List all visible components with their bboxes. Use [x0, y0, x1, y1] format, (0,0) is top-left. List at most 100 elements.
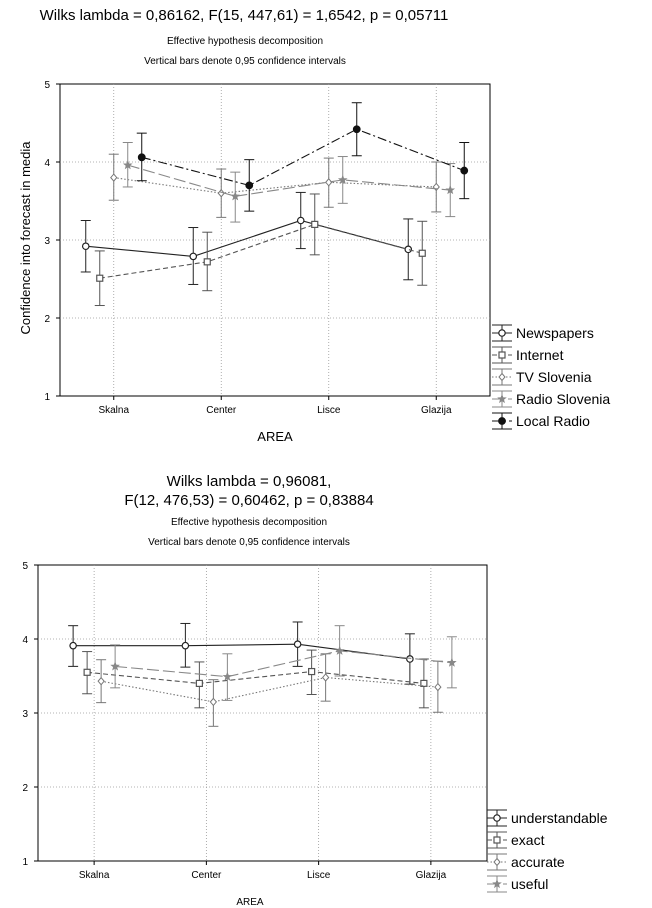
- chart1-data-point: [445, 185, 456, 195]
- chart1-legend-marker: [498, 351, 506, 359]
- chart1-plot-frame: [59, 83, 491, 397]
- chart1-titles: Wilks lambda = 0,86162, F(15, 447,61) = …: [40, 7, 449, 67]
- chart1-series-internet: [94, 193, 428, 307]
- chart1-data-point: [203, 258, 211, 266]
- chart1-y-tick-label: 3: [44, 236, 50, 247]
- chart1-data-point: [230, 191, 241, 201]
- chart1-data-point: [96, 274, 104, 282]
- chart1-data-point: [460, 166, 469, 175]
- chart2-data-point: [308, 667, 316, 676]
- chart2-y-tick-label: 5: [22, 561, 28, 572]
- chart2-legend-marker: [492, 878, 502, 889]
- chart2-xlabel: AREA: [236, 897, 264, 908]
- chart2-plot: Skalna Center Lisce Glazija 1 2 3 4 5 understanda…: [22, 561, 608, 893]
- chart2-legend-label: accurate: [511, 854, 565, 870]
- chart1-y-tick-label: 2: [44, 314, 50, 325]
- chart1-legend-marker: [498, 417, 506, 425]
- chart2-y-tick-label: 4: [22, 635, 28, 646]
- chart2-data-point: [97, 676, 105, 686]
- chart1-series-radio-slovenia: [122, 142, 456, 223]
- chart2-y-tick-label: 1: [22, 857, 28, 868]
- chart2-series-understandable: [68, 621, 415, 685]
- chart1-plot: Skalna Center Lisce Glazija 1 2 3 4 5 Newspapers I…: [44, 80, 610, 430]
- chart1-series-newspapers: [80, 191, 414, 285]
- chart2-x-tick-label: Lisce: [307, 870, 331, 881]
- chart1-y-tick-label: 4: [44, 158, 50, 169]
- chart1-series-line: [113, 177, 437, 194]
- chart1-legend-marker: [498, 372, 506, 382]
- chart2-data-point: [209, 697, 218, 707]
- chart1-subtitle-2: Vertical bars denote 0,95 confidence int…: [144, 56, 346, 67]
- chart2-legend: understandable exact accurate useful: [487, 809, 608, 893]
- chart2-series-line: [101, 676, 438, 703]
- chart1-data-point: [122, 160, 133, 170]
- chart2-legend-marker: [493, 857, 501, 867]
- chart1-data-point: [418, 249, 426, 257]
- chart2-data-point: [181, 641, 190, 650]
- chart1-legend-marker: [497, 393, 507, 404]
- chart1-x-tick-label: Lisce: [317, 405, 341, 416]
- chart1-data-point: [311, 220, 319, 228]
- chart1-x-tick-label: Glazija: [421, 405, 452, 416]
- chart2-subtitle-2: Vertical bars denote 0,95 confidence int…: [148, 537, 350, 548]
- chart2-title-line-2: F(12, 476,53) = 0,60462, p = 0,83884: [124, 492, 373, 509]
- chart1-data-point: [404, 245, 413, 254]
- chart1-y-tick-label: 1: [44, 392, 50, 403]
- chart2-data-point: [293, 640, 302, 648]
- chart2-data-point: [195, 679, 203, 688]
- chart2-title-line-1: Wilks lambda = 0,96081,: [167, 473, 332, 490]
- chart2-x-tick-label: Glazija: [416, 870, 447, 881]
- chart1-data-point: [110, 173, 118, 182]
- chart2-y-tick-label: 3: [22, 709, 28, 720]
- chart1-data-point: [245, 181, 254, 190]
- chart1-data-point: [352, 125, 361, 134]
- chart2-x-tick-label: Skalna: [79, 870, 110, 881]
- chart1-data-point: [137, 153, 146, 162]
- chart2-legend-marker: [493, 836, 501, 844]
- chart2-legend-marker: [493, 814, 501, 822]
- chart1-ylabel: Confidence into forecast in media: [18, 141, 33, 335]
- chart1-legend-label: Radio Slovenia: [516, 391, 610, 407]
- chart1-series-line: [141, 128, 465, 186]
- chart1-legend-label: Local Radio: [516, 413, 590, 429]
- chart2-series-useful: [110, 625, 457, 701]
- chart2-data-point: [321, 673, 330, 682]
- chart2-series-accurate: [96, 653, 443, 727]
- chart2-legend-label: useful: [511, 876, 548, 892]
- chart2-titles: Wilks lambda = 0,96081, F(12, 476,53) = …: [124, 473, 373, 548]
- chart1-y-tick-label: 5: [44, 80, 50, 91]
- chart2-series-line: [73, 643, 410, 660]
- chart2-series-line: [115, 650, 452, 678]
- chart1-series-line: [127, 164, 451, 197]
- chart2-data-point: [69, 641, 77, 650]
- chart1-legend-marker: [498, 329, 506, 337]
- chart1-legend-label: TV Slovenia: [516, 369, 592, 385]
- chart2-data-point: [434, 682, 442, 692]
- chart1-legend-label: Newspapers: [516, 325, 594, 341]
- chart1-x-tick-label: Skalna: [98, 405, 129, 416]
- chart2-x-tick-label: Center: [191, 870, 222, 881]
- chart2-plot-frame: [37, 564, 488, 862]
- chart1-xlabel: AREA: [257, 429, 293, 444]
- chart2-series-line: [87, 671, 424, 684]
- chart1-data-point: [296, 216, 305, 225]
- chart1-series-local-radio: [136, 102, 470, 212]
- chart1-data-point: [217, 188, 225, 198]
- chart1-data-point: [81, 242, 90, 251]
- chart2-data-point: [110, 661, 120, 671]
- chart2-data-point: [83, 668, 91, 676]
- chart2-data-point: [447, 657, 457, 667]
- chart1-series-line: [85, 219, 409, 257]
- chart1-data-point: [337, 174, 348, 185]
- chart2-legend-label: understandable: [511, 810, 608, 826]
- chart2-data-point: [420, 679, 428, 688]
- chart1-data-point: [189, 252, 198, 261]
- chart2-data-point: [406, 655, 414, 663]
- chart2-legend-label: exact: [511, 832, 545, 848]
- chart1-data-point: [325, 178, 333, 187]
- chart1-legend-label: Internet: [516, 347, 564, 363]
- chart1-x-tick-label: Center: [206, 405, 237, 416]
- chart2-data-point: [222, 671, 233, 681]
- chart1-subtitle-1: Effective hypothesis decomposition: [167, 36, 323, 47]
